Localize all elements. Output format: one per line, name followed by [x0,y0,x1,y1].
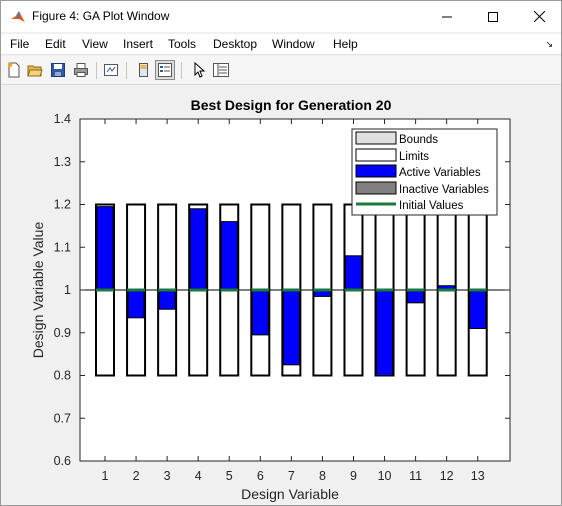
menu-file[interactable]: File [10,37,30,51]
minimize-button[interactable] [424,1,470,32]
x-tick-label: 10 [378,469,392,483]
plot-canvas: Best Design for Generation 20 0.6 0.7 0.8 0… [1,86,561,505]
x-tick-label: 9 [350,469,357,483]
chart-title: Best Design for Generation 20 [191,97,392,113]
figure-toolbar [1,56,561,85]
show-plot-tools-icon[interactable] [155,60,175,80]
legend-label-bounds: Bounds [399,134,438,146]
y-tick-label: 1.4 [54,112,71,126]
x-tick-label: 8 [319,469,326,483]
x-tick-label: 7 [288,469,295,483]
legend-label-initial: Initial Values [399,200,464,212]
title-bar: Figure 4: GA Plot Window [1,1,561,32]
active-variable-bar [96,206,114,291]
menu-help[interactable]: Help [333,37,358,51]
maximize-button[interactable] [470,1,516,32]
save-icon[interactable] [48,60,68,80]
active-variable-bar [189,208,207,291]
menu-tools[interactable]: Tools [168,37,197,51]
menu-view[interactable]: View [82,37,108,51]
print-icon[interactable] [71,60,91,80]
active-variable-bar [127,289,145,319]
y-tick-label: 1.3 [54,155,71,169]
y-tick-label: 0.9 [54,326,71,340]
y-axis-label: Design Variable Value [30,222,46,359]
open-file-icon[interactable] [25,60,45,80]
toolbar-separator [96,62,97,79]
menu-insert[interactable]: Insert [123,37,154,51]
legend-label-active: Active Variables [399,167,481,179]
menu-desktop[interactable]: Desktop [213,37,258,51]
active-variable-bar [251,289,269,336]
legend-label-limits: Limits [399,151,429,163]
x-tick-label: 2 [133,469,140,483]
legend-swatch-inactive [355,181,397,195]
x-tick-label: 5 [226,469,233,483]
y-tick-label: 0.7 [54,411,71,425]
x-tick-label: 11 [409,469,422,483]
link-plot-icon[interactable] [101,60,121,80]
matlab-icon [10,9,26,25]
edit-plot-arrow-icon[interactable] [188,60,208,80]
toolbar-separator [126,62,127,79]
x-tick-label: 1 [102,469,109,483]
menu-bar: File Edit View Insert Tools Desktop Wind… [1,34,561,55]
close-button[interactable] [516,1,562,32]
x-tick-label: 13 [471,469,485,483]
active-variable-bar [469,289,487,329]
y-tick-label: 1.1 [54,240,71,254]
active-variable-bar [282,289,300,366]
y-tick-label: 0.6 [54,454,71,468]
legend-swatch-limits [355,148,397,162]
legend[interactable]: Bounds Limits Active Variables Inactive … [351,128,498,216]
y-tick-label: 1.2 [54,198,71,212]
y-tick-label: 1 [64,283,71,297]
menu-window[interactable]: Window [272,37,315,51]
x-axis-label: Design Variable [241,486,339,502]
legend-swatch-active [355,164,397,178]
x-tick-label: 3 [164,469,171,483]
legend-label-inactive: Inactive Variables [399,184,489,196]
legend-swatch-bounds [355,131,397,145]
active-variable-bar [158,289,176,310]
property-inspector-icon[interactable] [211,60,231,80]
menu-edit[interactable]: Edit [45,37,66,51]
x-tick-label: 6 [257,469,264,483]
new-figure-icon[interactable] [4,60,24,80]
window-title: Figure 4: GA Plot Window [32,9,170,23]
active-variable-bar [220,221,238,291]
dock-arrow-icon[interactable]: ↘ [545,39,553,49]
hide-plot-tools-icon[interactable] [133,60,153,80]
active-variable-bar [376,289,394,376]
active-variable-bar [407,289,425,304]
active-variable-bar [344,255,362,291]
x-tick-label: 12 [440,469,454,483]
toolbar-separator [181,62,182,79]
y-tick-label: 0.8 [54,369,71,383]
x-tick-label: 4 [195,469,202,483]
